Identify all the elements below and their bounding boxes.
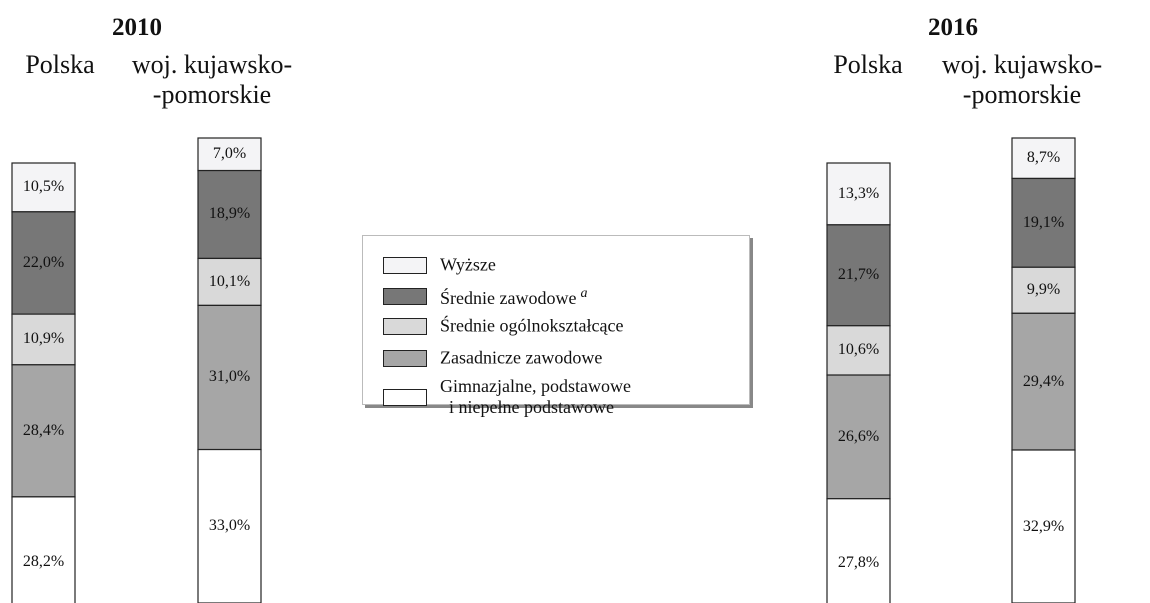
legend-swatch [383,350,427,367]
legend-label: Zasadnicze zawodowe [440,347,603,368]
value-label: 28,2% [22,553,65,571]
bar-segment [11,162,76,213]
value-label: 31,0% [208,368,251,386]
value-label: 27,8% [837,554,880,572]
value-label: 10,5% [22,178,65,196]
bar-segment [826,224,891,327]
legend-swatch [383,257,427,274]
bar-segment [11,496,76,603]
bar-segment [11,313,76,366]
bar-segment [197,257,262,306]
value-label: 19,1% [1022,213,1065,231]
category-label: woj. kujawsko- -pomorskie [941,50,1103,109]
value-label: 32,9% [1022,517,1065,535]
bar-segment [197,304,262,451]
value-label: 10,6% [837,341,880,359]
value-label: 18,9% [208,205,251,223]
category-label: Polska [25,50,95,79]
bar-segment [826,498,891,603]
bar-segment [826,162,891,226]
legend-label: Średnie ogólnokształcące [440,315,624,336]
value-label: 28,4% [22,421,65,439]
value-label: 10,1% [208,272,251,290]
bar-segment [197,448,262,603]
value-label: 8,7% [1026,149,1061,167]
bar-segment [826,325,891,376]
footnote-mark: a [580,286,588,301]
value-label: 13,3% [837,184,880,202]
value-label: 33,0% [208,517,251,535]
value-label: 21,7% [837,266,880,284]
bar-segment [1011,312,1076,451]
value-label: 26,6% [837,427,880,445]
category-label: Polska [833,50,903,79]
legend-swatch [383,288,427,305]
legend-swatch [383,389,427,406]
legend-label: Gimnazjalne, podstawowe i niepełne podst… [440,376,631,417]
panel-title: 2010 [112,14,162,41]
bar-segment [1011,266,1076,314]
bar-segment [197,137,262,172]
legend-swatch [383,318,427,335]
value-label: 22,0% [22,253,65,271]
legend-label: Wyższe [440,254,496,275]
bar-segment [1011,137,1076,180]
bar-segment [197,169,262,260]
legend-label: Średnie zawodowe a [440,286,588,308]
bar-segment [11,211,76,315]
value-label: 10,9% [22,330,65,348]
panel-title: 2016 [928,14,978,41]
bar-segment [1011,177,1076,268]
value-label: 9,9% [1026,281,1061,299]
category-label: woj. kujawsko- -pomorskie [131,50,293,109]
value-label: 7,0% [212,145,247,163]
bar-segment [1011,449,1076,603]
legend: Wyższe Średnie zawodowe a Średnie ogólnoksz… [362,235,750,417]
value-label: 29,4% [1022,372,1065,390]
bar-segment [11,364,76,498]
